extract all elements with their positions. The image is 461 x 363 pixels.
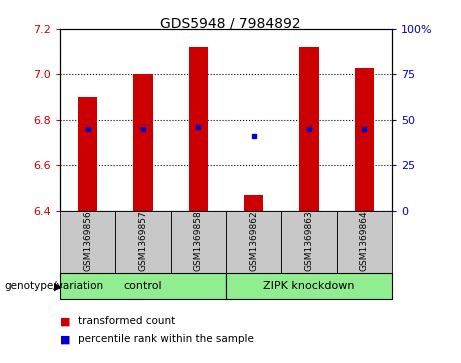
Bar (244, 195, 263, 211)
Bar (133, 74, 153, 211)
Bar (171, 211, 226, 274)
Bar (226, 211, 281, 274)
Text: genotype/variation: genotype/variation (5, 281, 104, 291)
Bar (281, 211, 337, 274)
Bar (60, 211, 115, 274)
Bar (115, 211, 171, 274)
Bar (355, 68, 374, 211)
Text: GSM1369857: GSM1369857 (138, 211, 148, 272)
Text: ■: ■ (60, 334, 71, 344)
Text: ▶: ▶ (54, 281, 62, 291)
Bar (189, 47, 208, 211)
Text: transformed count: transformed count (78, 316, 176, 326)
Text: GSM1369864: GSM1369864 (360, 211, 369, 272)
Text: control: control (124, 281, 162, 291)
Text: GSM1369862: GSM1369862 (249, 211, 258, 272)
Bar (337, 211, 392, 274)
Text: GSM1369863: GSM1369863 (304, 211, 313, 272)
Bar (60, 273, 226, 299)
Text: percentile rank within the sample: percentile rank within the sample (78, 334, 254, 344)
Bar (299, 47, 319, 211)
Bar (226, 273, 392, 299)
Bar (78, 97, 97, 211)
Text: GDS5948 / 7984892: GDS5948 / 7984892 (160, 16, 301, 30)
Text: ZIPK knockdown: ZIPK knockdown (263, 281, 355, 291)
Text: GSM1369858: GSM1369858 (194, 211, 203, 272)
Text: ■: ■ (60, 316, 71, 326)
Text: GSM1369856: GSM1369856 (83, 211, 92, 272)
